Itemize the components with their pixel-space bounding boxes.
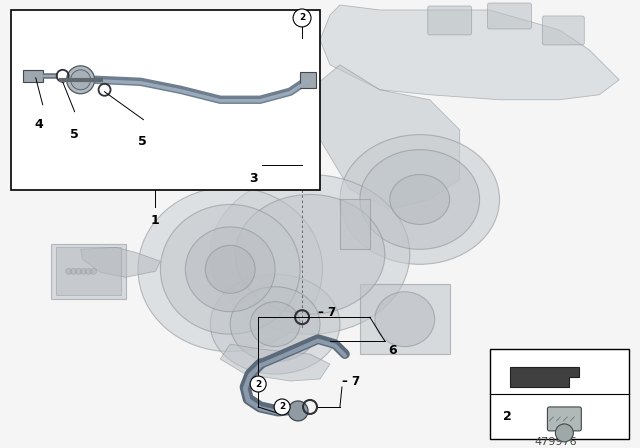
Polygon shape bbox=[509, 367, 579, 387]
Circle shape bbox=[66, 268, 72, 274]
Bar bbox=[300, 72, 316, 88]
Text: 2: 2 bbox=[279, 402, 285, 411]
Bar bbox=[340, 199, 370, 250]
Text: – 7: – 7 bbox=[342, 375, 360, 388]
Circle shape bbox=[67, 66, 95, 94]
Text: 2: 2 bbox=[503, 410, 512, 423]
Ellipse shape bbox=[236, 194, 385, 314]
Text: 2: 2 bbox=[299, 13, 305, 22]
Ellipse shape bbox=[360, 150, 479, 250]
Circle shape bbox=[250, 376, 266, 392]
FancyBboxPatch shape bbox=[428, 6, 472, 35]
Text: 6: 6 bbox=[388, 344, 396, 357]
Ellipse shape bbox=[186, 227, 275, 312]
Text: – 7: – 7 bbox=[318, 306, 336, 319]
Ellipse shape bbox=[340, 135, 500, 264]
Polygon shape bbox=[81, 247, 161, 277]
Bar bbox=[51, 244, 125, 299]
Ellipse shape bbox=[375, 292, 435, 347]
Circle shape bbox=[81, 268, 86, 274]
Ellipse shape bbox=[250, 302, 300, 347]
Text: 2: 2 bbox=[255, 379, 261, 388]
Circle shape bbox=[86, 268, 92, 274]
FancyBboxPatch shape bbox=[543, 16, 584, 45]
Circle shape bbox=[70, 268, 77, 274]
Text: 4: 4 bbox=[35, 118, 43, 131]
Ellipse shape bbox=[138, 187, 323, 352]
Circle shape bbox=[293, 9, 311, 27]
Bar bbox=[490, 349, 629, 439]
Bar bbox=[11, 10, 320, 190]
FancyBboxPatch shape bbox=[488, 3, 531, 29]
Ellipse shape bbox=[211, 175, 410, 334]
Circle shape bbox=[288, 401, 308, 421]
Bar bbox=[23, 70, 43, 82]
Circle shape bbox=[556, 424, 573, 442]
Circle shape bbox=[274, 399, 290, 415]
Text: 479976: 479976 bbox=[534, 437, 577, 447]
Polygon shape bbox=[310, 65, 460, 210]
Circle shape bbox=[91, 268, 97, 274]
Polygon shape bbox=[320, 5, 620, 100]
Bar bbox=[56, 247, 120, 295]
Ellipse shape bbox=[230, 287, 320, 362]
Ellipse shape bbox=[161, 204, 300, 334]
FancyBboxPatch shape bbox=[547, 407, 581, 431]
Circle shape bbox=[76, 268, 82, 274]
Ellipse shape bbox=[390, 175, 450, 224]
Text: 3: 3 bbox=[250, 172, 258, 185]
Ellipse shape bbox=[205, 246, 255, 293]
Polygon shape bbox=[220, 344, 330, 381]
Text: 1: 1 bbox=[151, 215, 160, 228]
Text: 5: 5 bbox=[70, 128, 79, 141]
Ellipse shape bbox=[211, 274, 340, 374]
Bar bbox=[360, 284, 450, 354]
Text: 5: 5 bbox=[138, 135, 147, 148]
Circle shape bbox=[70, 70, 91, 90]
